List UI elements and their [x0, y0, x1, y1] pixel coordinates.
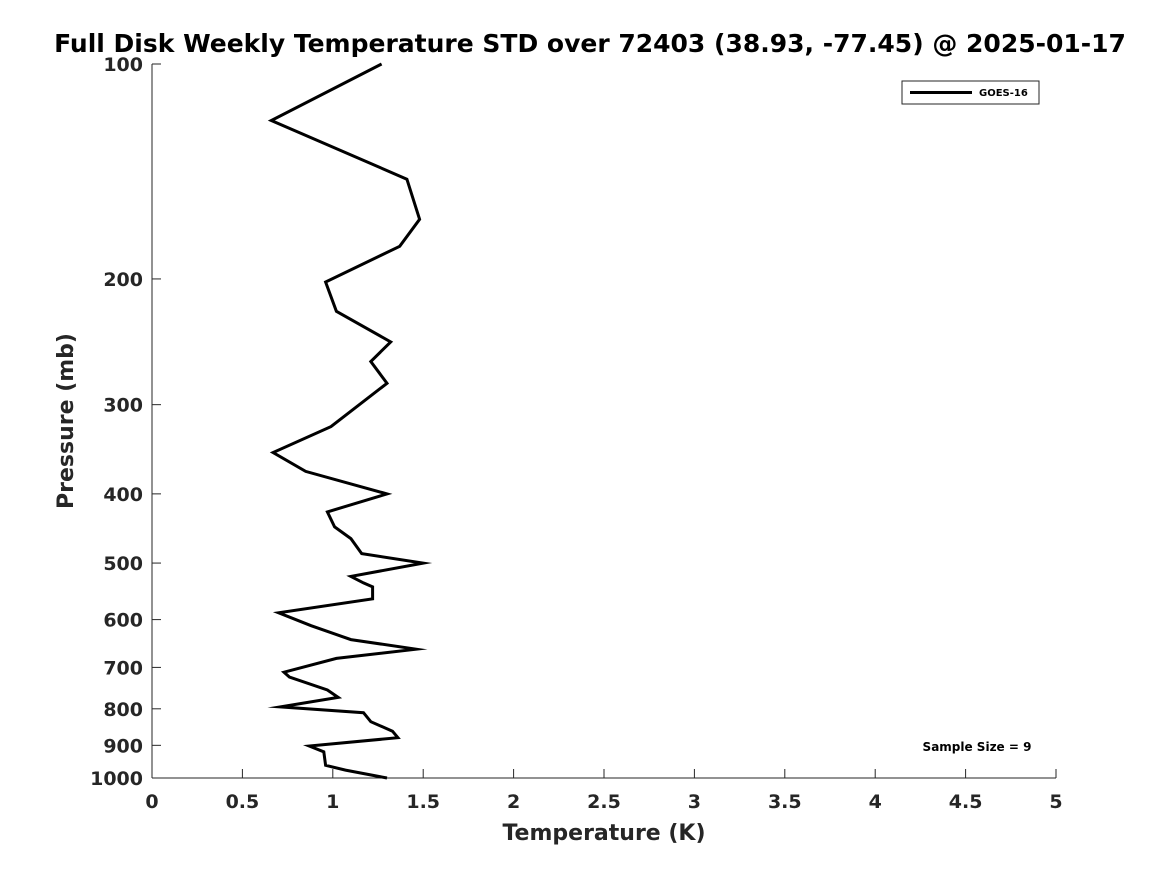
y-tick-label: 600	[103, 610, 143, 632]
y-tick-label: 300	[103, 395, 143, 417]
y-tick-label: 700	[103, 657, 143, 679]
y-ticks: 100 200 300 400 500 600 700 800 900 1000	[90, 54, 161, 790]
sample-size-annotation: Sample Size = 9	[923, 740, 1032, 754]
x-tick-label: 0.5	[226, 791, 260, 813]
x-tick-label: 1	[326, 791, 339, 813]
y-tick-label: 1000	[90, 768, 143, 790]
x-tick-label: 0	[145, 791, 158, 813]
legend: GOES-16	[901, 80, 1040, 105]
x-tick-label: 1.5	[406, 791, 440, 813]
y-tick-label: 400	[103, 484, 143, 506]
x-axis-label: Temperature (K)	[502, 821, 705, 846]
x-tick-label: 4	[869, 791, 882, 813]
legend-label-goes-16: GOES-16	[979, 88, 1028, 99]
y-tick-label: 100	[103, 54, 143, 76]
x-tick-label: 4.5	[949, 791, 983, 813]
x-tick-label: 5	[1049, 791, 1062, 813]
x-ticks: 0 0.5 1 1.5 2 2.5 3 3.5 4 4.5 5	[145, 769, 1063, 813]
series-layer	[267, 62, 433, 780]
y-tick-label: 200	[103, 269, 143, 291]
x-tick-label: 3	[688, 791, 701, 813]
chart-title: Full Disk Weekly Temperature STD over 72…	[54, 29, 1126, 58]
y-axis-label: Pressure (mb)	[54, 333, 79, 509]
y-tick-label: 500	[103, 553, 143, 575]
x-tick-label: 2	[507, 791, 520, 813]
series-line-goes-16	[267, 62, 433, 780]
x-tick-label: 2.5	[587, 791, 621, 813]
y-tick-label: 800	[103, 699, 143, 721]
x-tick-label: 3.5	[768, 791, 802, 813]
y-tick-label: 900	[103, 735, 143, 757]
